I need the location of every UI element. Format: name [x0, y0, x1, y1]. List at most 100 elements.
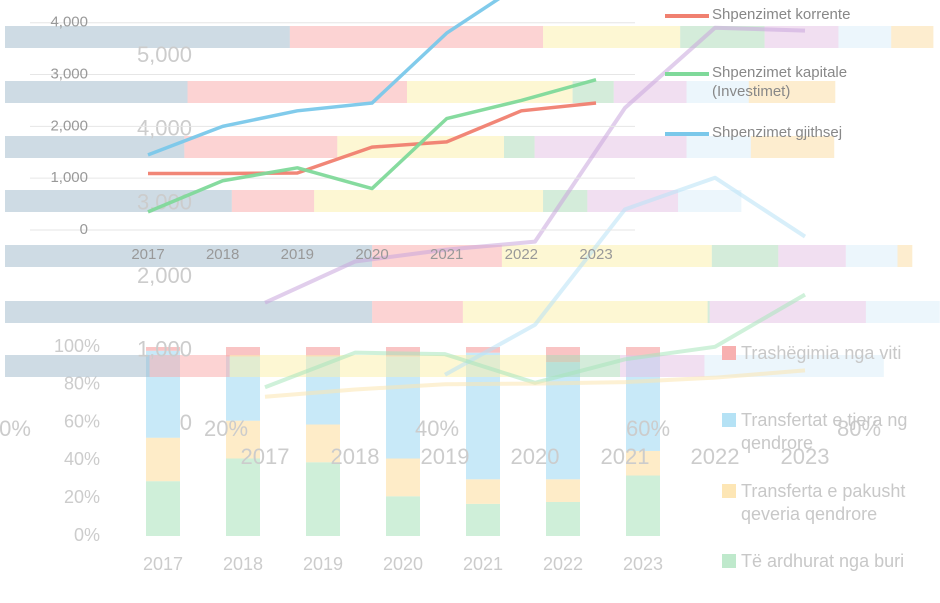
bar-segment — [306, 462, 340, 536]
y-tick-label: 0 — [80, 221, 88, 238]
bar-segment — [543, 190, 588, 212]
chart-layer: 0 1,000 2,000 3,000 4,000 2017 2018 2019 2020 202… — [30, 0, 635, 263]
bar-segment — [613, 81, 687, 103]
bar-segment — [337, 136, 505, 158]
bar-segment — [149, 355, 230, 377]
bar-segment — [226, 420, 260, 459]
bar-segment — [146, 437, 180, 482]
legend-swatch — [722, 346, 736, 360]
bar-segment — [466, 347, 500, 353]
bar-segment — [546, 501, 580, 536]
bar-segment — [748, 81, 836, 103]
legend-label: Shpenzimet korrente — [712, 6, 851, 23]
x-tick-label: 2022 — [543, 554, 583, 574]
y-tick-label: 60% — [64, 411, 100, 431]
chart-layer: 0% 20% 40% 60% 80% — [0, 26, 940, 441]
y-tick-label: 4,000 — [50, 14, 88, 31]
bar-segment — [891, 26, 934, 48]
legend-swatch — [665, 72, 709, 76]
x-tick-label: 2022 — [505, 246, 538, 263]
x-tick-label: 2018 — [206, 246, 239, 263]
x-tick-label: 2021 — [601, 444, 650, 469]
series-line — [148, 101, 597, 176]
bar-segment — [386, 496, 420, 536]
bar-segment — [5, 190, 232, 212]
bar-segment — [534, 136, 687, 158]
bar-segment — [466, 503, 500, 536]
series-line — [147, 0, 501, 157]
legend-item: Transfertat e tjera ng qendrore — [722, 409, 940, 454]
x-tick-label: 2020 — [383, 554, 423, 574]
series-line — [264, 25, 806, 305]
bar-segment — [372, 245, 502, 267]
y-tick-label: 0% — [74, 525, 100, 545]
bar-segment — [543, 26, 681, 48]
chart-layer: 0% 20% 40% 60% 80% 100% 2017 2018 2019 2020 2021 20… — [54, 336, 663, 574]
y-tick-label: 2,000 — [137, 263, 192, 288]
legend-label: Shpenzimet gjithsej — [712, 124, 843, 141]
bar-segment — [5, 245, 373, 267]
bar-segment — [707, 301, 710, 323]
x-tick-label: 2020 — [511, 444, 560, 469]
y-tick-label: 100% — [54, 336, 100, 356]
x-tick-label: 80% — [837, 416, 881, 441]
legend-swatch — [665, 132, 709, 136]
bar-segment — [686, 81, 749, 103]
bar-segment — [838, 26, 892, 48]
bar-segment — [897, 245, 913, 267]
y-tick-label: 2,000 — [50, 117, 88, 134]
x-tick-label: 2023 — [781, 444, 830, 469]
y-tick-label: 20% — [64, 487, 100, 507]
y-tick-label: 80% — [64, 374, 100, 394]
legend-label: Trashëgimia nga viti — [741, 343, 902, 363]
bar-segment — [231, 190, 315, 212]
legend-item: Shpenzimet korrente — [665, 6, 895, 25]
x-tick-label: 2021 — [430, 246, 463, 263]
legend-item: Transferta e pakusht qeveria qendrore — [722, 480, 940, 525]
bar-segment — [5, 81, 188, 103]
x-tick-label: 2018 — [331, 444, 380, 469]
bar-segment — [626, 475, 660, 536]
bar-segment — [226, 347, 260, 357]
y-tick-label: 5,000 — [137, 42, 192, 67]
bar-segment — [865, 301, 940, 323]
bar-segment — [226, 458, 260, 536]
bar-segment — [504, 136, 535, 158]
y-tick-label: 0 — [180, 410, 192, 435]
bar-segment — [466, 479, 500, 504]
legend-swatch — [722, 554, 736, 568]
legend-label: Të ardhurat nga buri — [741, 551, 905, 571]
y-tick-label: 40% — [64, 449, 100, 469]
x-tick-label: 2019 — [281, 246, 314, 263]
bar-segment — [750, 136, 835, 158]
y-tick-label: 1,000 — [137, 336, 192, 361]
bar-segment — [501, 245, 712, 267]
bar-segment — [709, 301, 866, 323]
bar-segment — [711, 245, 779, 267]
legend-item: Shpenzimet gjithsej — [665, 124, 895, 143]
legend-item: Trashëgimia nga viti — [722, 342, 940, 365]
x-tick-label: 2018 — [223, 554, 263, 574]
x-tick-label: 2017 — [143, 554, 183, 574]
x-tick-label: 2023 — [623, 554, 663, 574]
series-line — [444, 175, 807, 377]
bar-segment — [187, 81, 407, 103]
y-tick-label: 4,000 — [137, 116, 192, 141]
x-tick-label: 0% — [0, 416, 31, 441]
bar-segment — [306, 424, 340, 463]
bar-segment — [146, 481, 180, 536]
x-tick-label: 20% — [204, 416, 248, 441]
legend-item: Të ardhurat nga buri — [722, 550, 940, 573]
legend-item: Shpenzimet kapitale (Investimet) — [665, 64, 895, 102]
x-tick-label: 2019 — [421, 444, 470, 469]
bar-segment — [462, 301, 708, 323]
series-line — [264, 368, 806, 399]
x-tick-label: 2022 — [691, 444, 740, 469]
bar-segment — [146, 347, 180, 351]
bar-segment — [686, 136, 751, 158]
bar-segment — [546, 355, 621, 377]
x-tick-label: 60% — [626, 416, 670, 441]
bar-segment — [372, 301, 463, 323]
